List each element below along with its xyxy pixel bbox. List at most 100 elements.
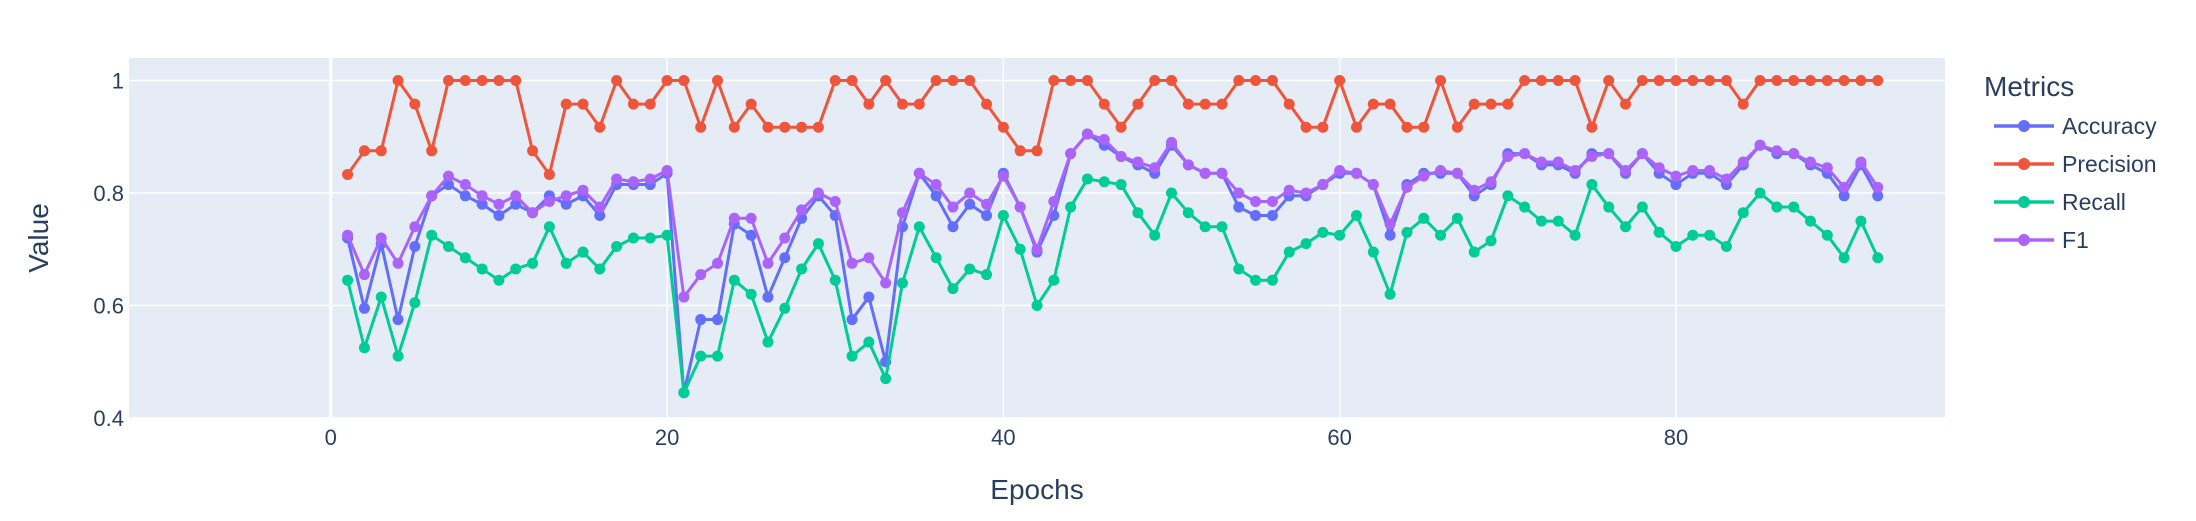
data-point — [1250, 210, 1262, 221]
data-point — [1317, 121, 1329, 133]
data-point — [1754, 75, 1766, 86]
x-tick-label: 20 — [655, 425, 679, 450]
data-point — [1502, 98, 1514, 110]
data-point — [1569, 229, 1581, 241]
legend-swatch-marker — [2018, 120, 2030, 132]
data-point — [459, 252, 471, 264]
data-point — [896, 98, 908, 110]
data-point — [409, 221, 421, 233]
data-point — [1317, 226, 1329, 238]
data-point — [1670, 75, 1682, 86]
data-point — [1451, 121, 1463, 133]
data-point — [1788, 201, 1800, 213]
data-point — [1182, 98, 1194, 110]
data-point — [964, 187, 976, 199]
data-point — [1468, 98, 1480, 110]
data-point — [1401, 226, 1413, 238]
data-point — [1065, 75, 1077, 86]
data-point — [1603, 201, 1615, 213]
data-point — [762, 121, 774, 133]
data-point — [392, 75, 404, 86]
data-point — [1401, 181, 1413, 193]
data-point — [695, 121, 707, 133]
data-point — [1552, 215, 1564, 227]
data-point — [644, 173, 656, 185]
data-point — [1401, 121, 1413, 133]
data-point — [594, 201, 606, 213]
legend-label: Accuracy — [2062, 113, 2157, 139]
data-point — [1250, 274, 1262, 286]
y-tick-label: 1 — [112, 69, 124, 94]
legend-item-accuracy[interactable]: Accuracy — [1994, 113, 2157, 139]
data-point — [812, 187, 824, 199]
data-point — [1233, 187, 1245, 199]
series-group — [342, 75, 1884, 399]
data-point — [459, 179, 471, 191]
data-point — [594, 263, 606, 275]
data-point — [1031, 300, 1043, 311]
data-point — [375, 232, 387, 244]
data-point — [510, 263, 522, 275]
data-point — [1704, 165, 1716, 176]
data-point — [846, 350, 858, 362]
data-point — [1687, 165, 1699, 176]
data-point — [1519, 75, 1531, 86]
data-point — [392, 350, 404, 362]
data-point — [1485, 98, 1497, 110]
y-tick-label: 0.4 — [93, 406, 124, 431]
data-point — [1031, 243, 1043, 255]
data-point — [1334, 229, 1346, 241]
data-point — [1821, 162, 1833, 174]
data-point — [1754, 187, 1766, 199]
data-point — [930, 252, 942, 264]
data-point — [527, 145, 539, 157]
plot-background — [129, 58, 1945, 418]
data-point — [997, 170, 1009, 182]
data-point — [829, 195, 841, 207]
data-point — [1451, 212, 1463, 224]
data-point — [1502, 190, 1514, 202]
data-point — [1670, 170, 1682, 182]
data-point — [1502, 150, 1514, 162]
data-point — [442, 75, 454, 86]
data-point — [1350, 210, 1362, 221]
data-point — [1704, 229, 1716, 241]
legend-item-recall[interactable]: Recall — [1994, 189, 2126, 215]
data-point — [779, 232, 791, 244]
legend-item-f1[interactable]: F1 — [1994, 227, 2089, 253]
data-point — [375, 291, 387, 303]
data-point — [846, 75, 858, 86]
data-point — [1653, 162, 1665, 174]
data-point — [1620, 221, 1632, 233]
data-point — [661, 165, 673, 176]
data-point — [358, 302, 370, 314]
data-point — [1384, 288, 1396, 300]
data-point — [728, 212, 740, 224]
legend-swatch-marker — [2018, 196, 2030, 208]
data-point — [779, 121, 791, 133]
legend-item-precision[interactable]: Precision — [1994, 151, 2157, 177]
tick-labels: 0 20 40 60 80 0.4 0.6 0.8 1 — [93, 69, 1688, 451]
data-point — [695, 350, 707, 362]
data-point — [1166, 75, 1178, 86]
data-point — [1014, 243, 1026, 255]
data-point — [745, 288, 757, 300]
data-point — [1166, 136, 1178, 148]
data-point — [409, 297, 421, 309]
data-point — [426, 190, 438, 202]
data-point — [1636, 148, 1648, 160]
data-point — [964, 263, 976, 275]
data-point — [611, 240, 623, 252]
data-point — [510, 190, 522, 202]
data-point — [1636, 201, 1648, 213]
data-point — [661, 75, 673, 86]
data-point — [1283, 98, 1295, 110]
data-point — [1216, 167, 1228, 179]
data-point — [930, 190, 942, 202]
data-point — [1821, 75, 1833, 86]
data-point — [342, 274, 354, 286]
data-point — [695, 314, 707, 326]
data-point — [678, 75, 690, 86]
